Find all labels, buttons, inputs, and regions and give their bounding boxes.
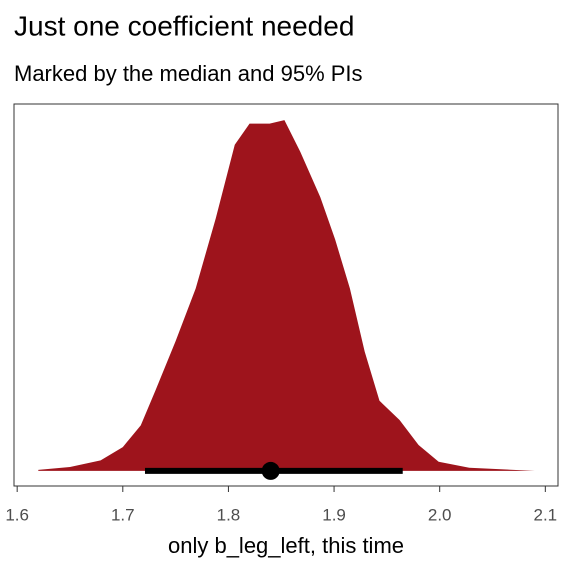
density-area [38,120,535,471]
chart-subtitle: Marked by the median and 95% PIs [14,61,363,86]
x-tick-label: 1.9 [322,505,346,524]
x-tick-label: 2.1 [534,505,558,524]
median-point [261,461,280,480]
x-tick-label: 1.8 [217,505,241,524]
x-tick-label: 1.6 [5,505,29,524]
x-tick-label: 2.0 [428,505,452,524]
x-axis-label: only b_leg_left, this time [168,533,404,558]
x-tick-label: 1.7 [111,505,135,524]
panel-border [13,103,559,487]
chart-title: Just one coefficient needed [14,10,354,41]
